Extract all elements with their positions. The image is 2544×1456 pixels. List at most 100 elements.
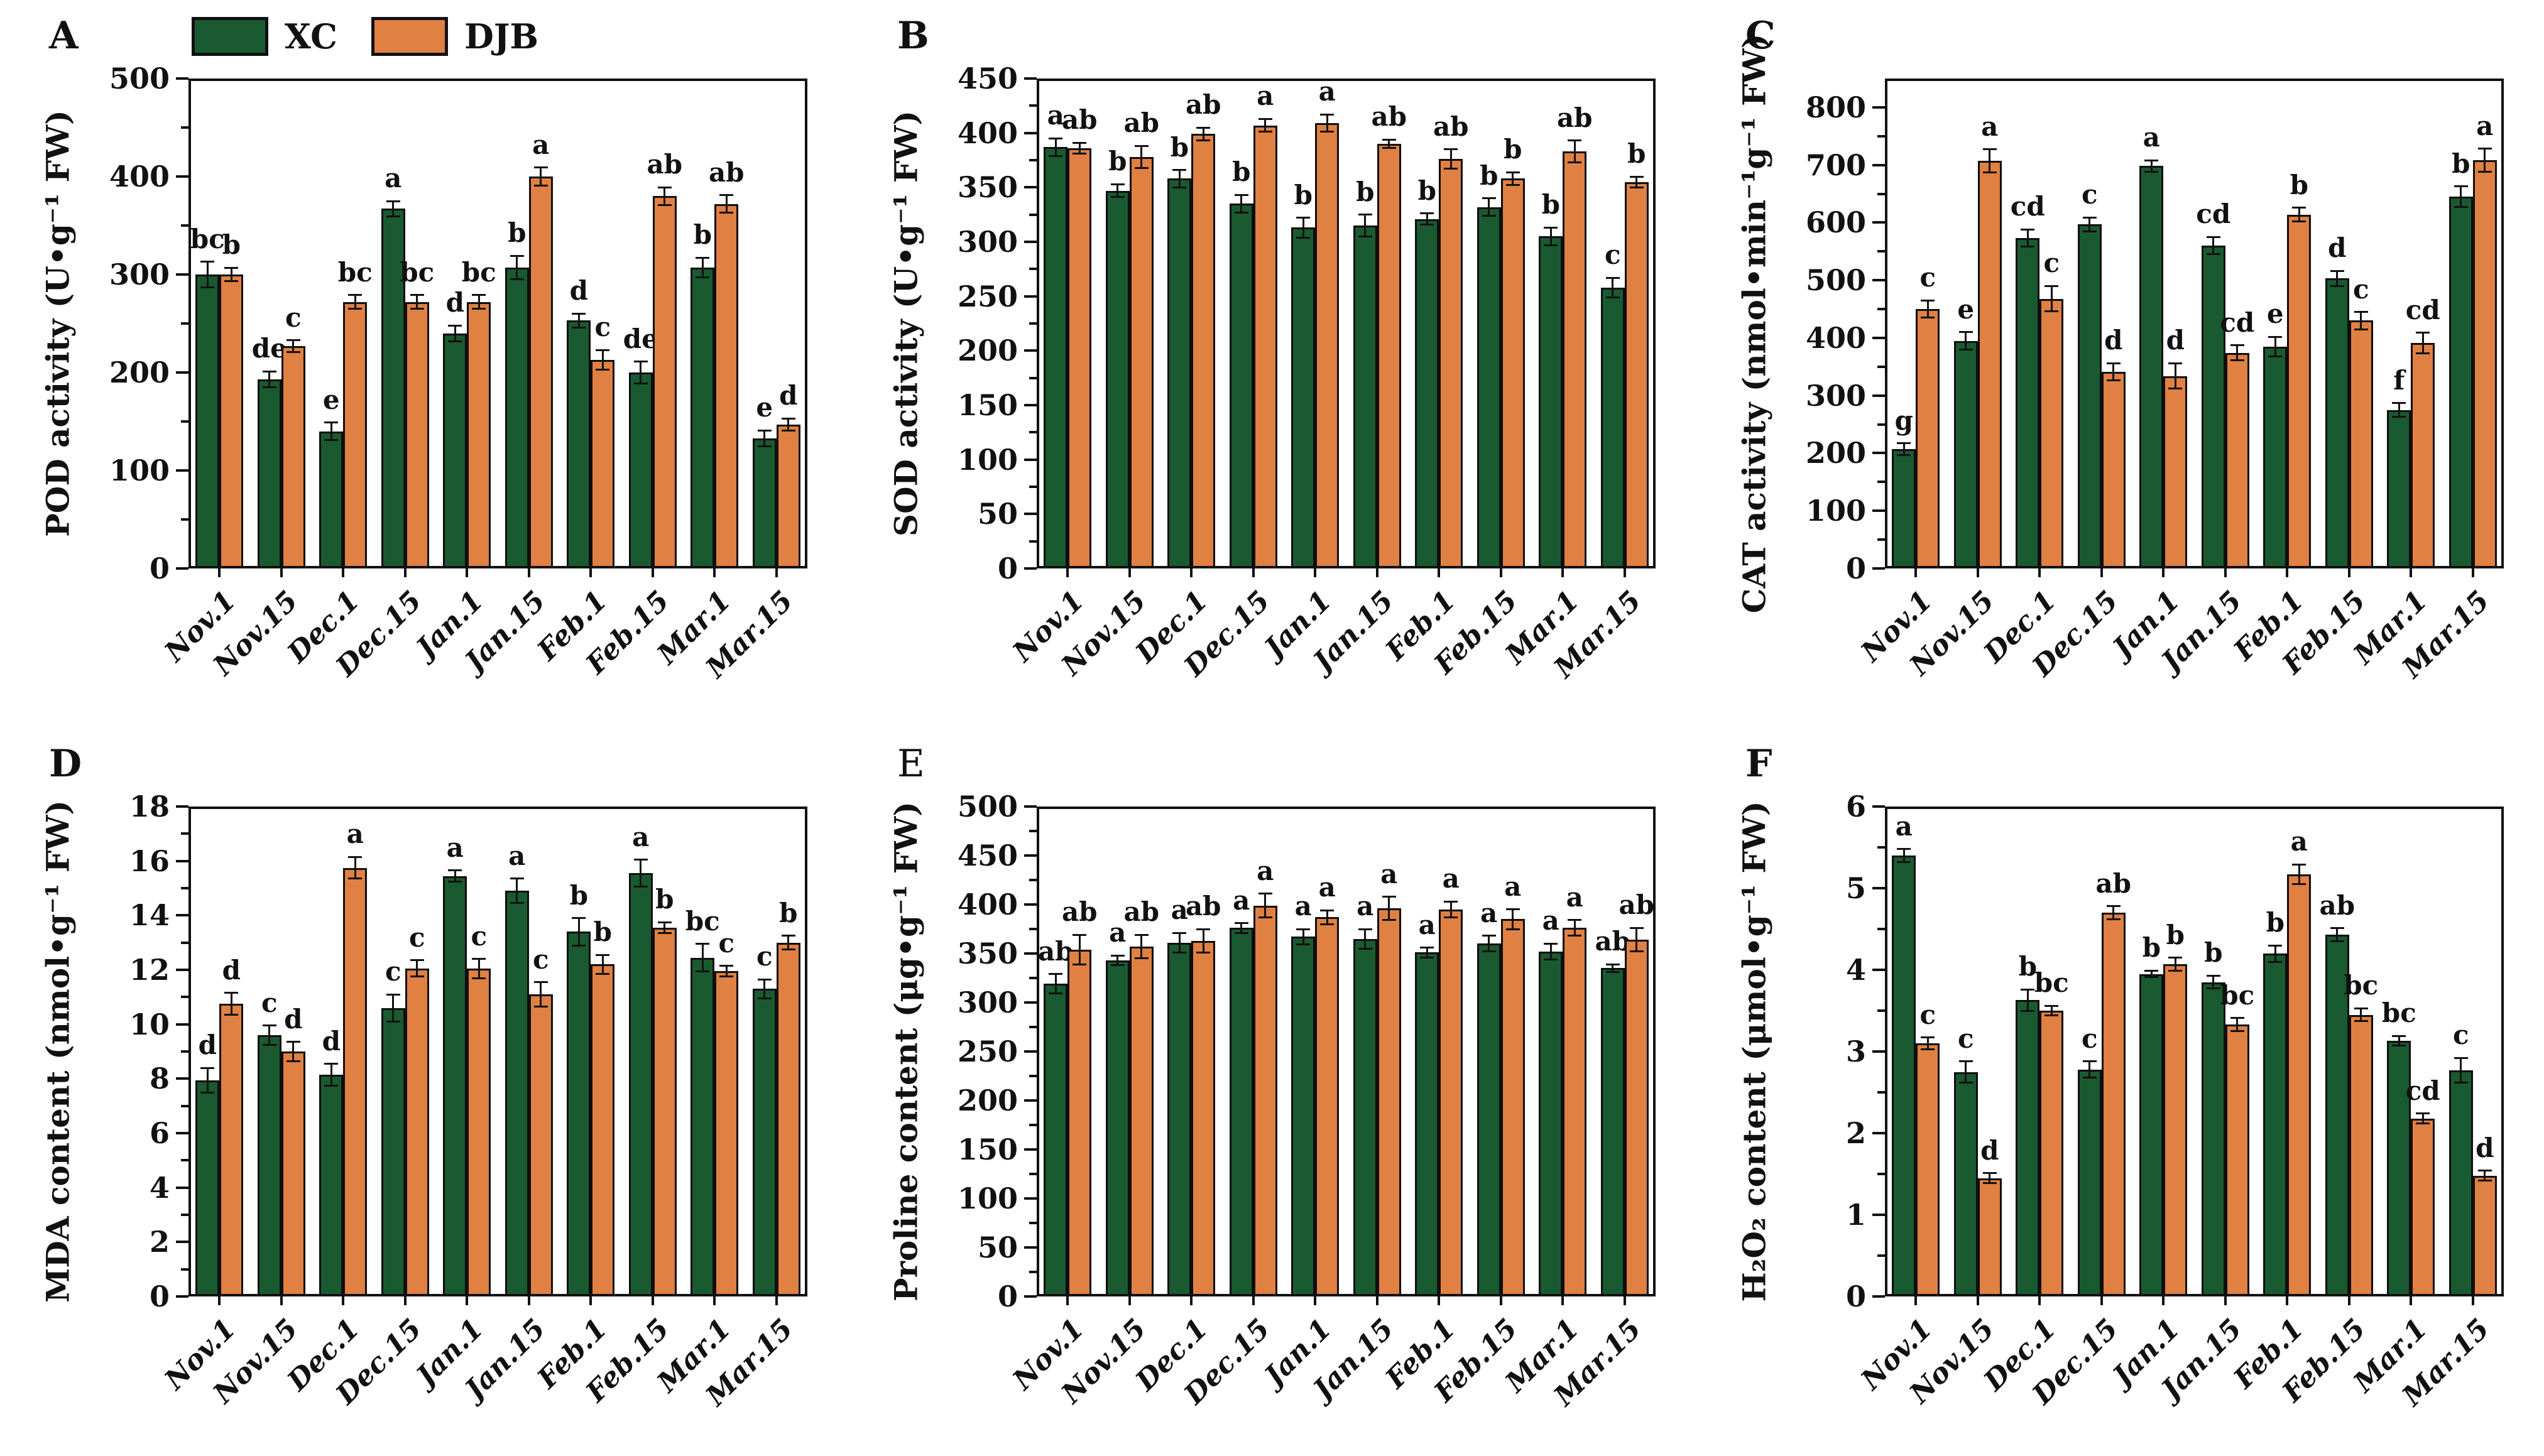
significance-letter: c xyxy=(594,312,611,343)
significance-letter: bc xyxy=(2381,997,2416,1029)
error-bar-cap-top xyxy=(2082,216,2097,219)
error-bar-line xyxy=(1364,929,1367,949)
error-bar-cap-bottom xyxy=(2082,230,2097,232)
x-tick xyxy=(1190,1296,1193,1305)
error-bar-line xyxy=(1903,849,1905,862)
significance-letter: e xyxy=(2266,298,2284,330)
error-bar-line xyxy=(1635,928,1638,952)
error-bar-line xyxy=(577,918,580,945)
y-tick-label: 300 xyxy=(957,225,1018,259)
error-bar-cap-top xyxy=(1982,148,1997,151)
error-bar-line xyxy=(1926,300,1929,318)
error-bar-cap-bottom xyxy=(657,204,672,206)
error-bar-cap-bottom xyxy=(533,184,548,187)
y-major-tick xyxy=(176,1295,188,1298)
y-tick-label: 450 xyxy=(957,839,1018,872)
bar-djb xyxy=(2349,1014,2373,1296)
error-bar-line xyxy=(787,935,790,950)
error-bar-cap-bottom xyxy=(2082,1077,2097,1079)
y-tick-label: 200 xyxy=(957,1084,1018,1117)
error-bar-cap-bottom xyxy=(1320,131,1335,133)
error-bar-cap-bottom xyxy=(1320,923,1335,925)
error-bar-line xyxy=(1302,929,1304,945)
y-minor-tick xyxy=(1029,1271,1037,1273)
error-bar-cap-bottom xyxy=(510,278,524,281)
y-minor-tick xyxy=(1877,308,1885,311)
bar-xc xyxy=(2325,935,2349,1296)
x-tick xyxy=(1438,568,1441,577)
error-bar-line xyxy=(763,430,766,446)
error-bar-cap-top xyxy=(2168,957,2183,959)
y-minor-tick xyxy=(181,1050,188,1053)
bar-xc xyxy=(2263,346,2288,568)
x-tick xyxy=(713,1296,716,1305)
panel-e: E Proline content (μg•g⁻¹ FW) 0 50 100 150 20… xyxy=(848,728,1696,1456)
error-bar-cap-bottom xyxy=(781,948,795,950)
bar-xc xyxy=(1600,968,1625,1296)
y-major-tick xyxy=(1872,1132,1885,1134)
error-bar-cap-bottom xyxy=(1172,951,1187,953)
error-bar-cap-top xyxy=(1629,175,1644,178)
error-bar-line xyxy=(640,361,642,384)
error-bar-line xyxy=(2236,345,2239,361)
panel-letter-a: A xyxy=(49,14,79,58)
error-bar-line xyxy=(2050,1006,2053,1016)
significance-letter: c xyxy=(1919,999,1936,1030)
y-major-tick xyxy=(1872,336,1885,339)
significance-letter: ab xyxy=(2095,867,2132,899)
significance-letter: ab xyxy=(2319,889,2356,921)
x-tick xyxy=(2038,1296,2041,1305)
error-bar-cap-top xyxy=(2082,1060,2097,1063)
bar-xc xyxy=(1044,147,1068,568)
error-bar-line xyxy=(1426,947,1428,958)
error-bar-line xyxy=(230,992,232,1015)
error-bar-line xyxy=(2212,237,2215,254)
error-bar-line xyxy=(2112,906,2115,920)
bar-djb xyxy=(1916,1043,1940,1296)
panel-letter-c: C xyxy=(1745,14,1776,58)
error-bar-cap-top xyxy=(510,877,524,880)
error-bar-cap-top xyxy=(1258,893,1272,895)
bar-xc xyxy=(1291,937,1316,1296)
bar-xc xyxy=(691,957,715,1296)
error-bar-line xyxy=(663,187,666,205)
bar-djb xyxy=(281,345,305,568)
error-bar-cap-bottom xyxy=(1605,971,1620,974)
error-bar-cap-bottom xyxy=(386,1020,400,1023)
error-bar-cap-top xyxy=(1921,1036,1935,1039)
x-tick xyxy=(2038,568,2041,577)
significance-letter: bc xyxy=(461,256,496,288)
error-bar-line xyxy=(268,1025,271,1045)
x-tick xyxy=(775,568,778,577)
error-bar-line xyxy=(1388,896,1390,920)
error-bar-line xyxy=(2298,864,2300,884)
error-bar-cap-top xyxy=(1629,926,1644,929)
error-bar-cap-bottom xyxy=(1172,186,1187,188)
significance-letter: c xyxy=(718,927,735,959)
significance-letter: c xyxy=(261,987,278,1018)
y-major-tick xyxy=(1024,805,1037,808)
error-bar-cap-top xyxy=(1234,193,1248,196)
bar-djb xyxy=(528,994,553,1296)
bar-djb xyxy=(2225,1024,2249,1296)
significance-letter: c xyxy=(385,956,401,987)
error-bar-cap-top xyxy=(1568,919,1582,921)
error-bar-cap-top xyxy=(657,186,672,188)
error-bar-cap-top xyxy=(2021,228,2035,231)
y-major-tick xyxy=(1024,295,1037,298)
error-bar-cap-bottom xyxy=(2392,1045,2406,1047)
bar-djb xyxy=(343,867,368,1296)
error-bar-cap-bottom xyxy=(2044,1014,2059,1017)
error-bar-line xyxy=(2150,970,2153,977)
significance-letter: b xyxy=(593,916,612,948)
error-bar-line xyxy=(392,994,395,1022)
error-bar-line xyxy=(2360,1008,2362,1021)
error-bar-line xyxy=(2460,186,2462,207)
error-bar-line xyxy=(354,295,356,309)
y-tick-label: 1 xyxy=(1845,1198,1866,1232)
significance-letter: c xyxy=(2081,1023,2098,1054)
y-minor-tick xyxy=(1029,928,1037,930)
bar-djb xyxy=(281,1051,305,1296)
significance-letter: a xyxy=(532,129,550,160)
error-bar-line xyxy=(1078,143,1081,154)
